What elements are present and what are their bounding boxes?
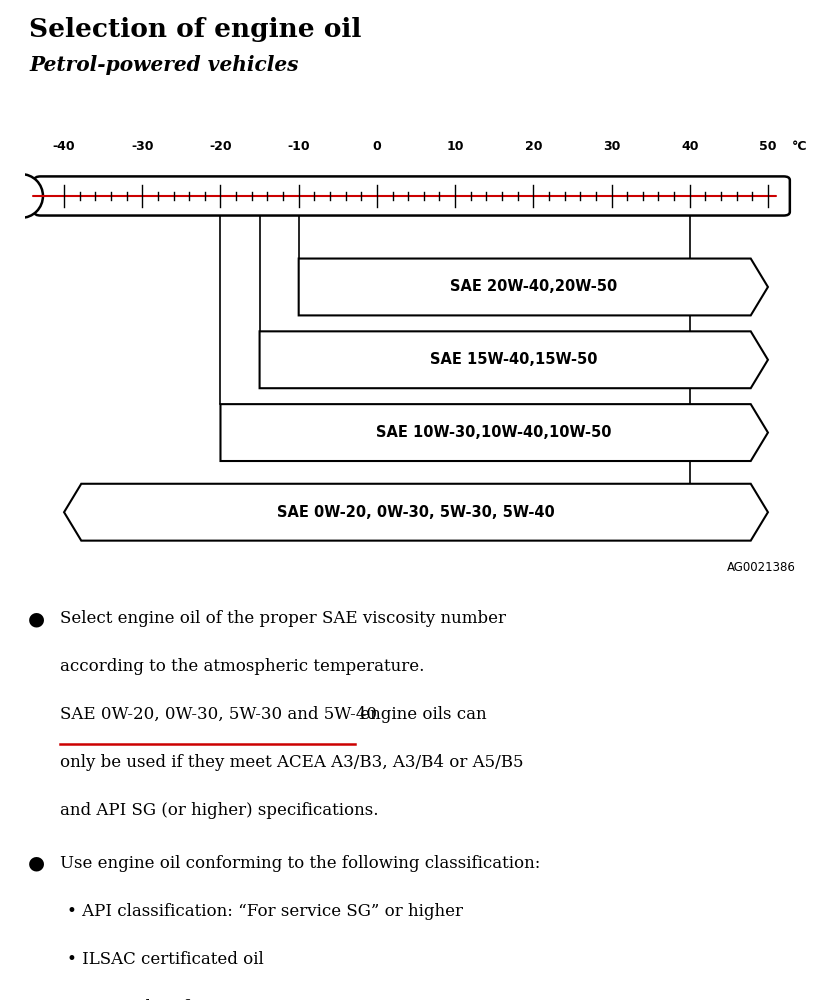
Text: only be used if they meet ACEA A3/B3, A3/B4 or A5/B5: only be used if they meet ACEA A3/B3, A3… xyxy=(60,754,523,771)
Text: engine oils can: engine oils can xyxy=(355,706,487,723)
Text: SAE 20W-40,20W-50: SAE 20W-40,20W-50 xyxy=(449,279,617,294)
Polygon shape xyxy=(64,484,768,541)
Text: ●: ● xyxy=(27,610,44,628)
Text: -30: -30 xyxy=(131,140,154,153)
Text: 30: 30 xyxy=(603,140,620,153)
Text: Select engine oil of the proper SAE viscosity number: Select engine oil of the proper SAE visc… xyxy=(60,610,506,627)
Text: Petrol-powered vehicles: Petrol-powered vehicles xyxy=(29,55,299,75)
Text: SAE 15W-40,15W-50: SAE 15W-40,15W-50 xyxy=(430,352,597,367)
Text: 50: 50 xyxy=(759,140,777,153)
Polygon shape xyxy=(299,259,768,315)
Text: 20: 20 xyxy=(524,140,542,153)
FancyBboxPatch shape xyxy=(34,176,790,216)
Text: -20: -20 xyxy=(209,140,232,153)
Text: 40: 40 xyxy=(681,140,699,153)
Polygon shape xyxy=(260,331,768,388)
Text: • API classification: “For service SG” or higher: • API classification: “For service SG” o… xyxy=(67,903,463,920)
Text: °C: °C xyxy=(791,140,807,153)
Text: ●: ● xyxy=(27,855,44,873)
Text: • ILSAC certificated oil: • ILSAC certificated oil xyxy=(67,951,263,968)
Text: 0: 0 xyxy=(373,140,381,153)
Text: AG0021386: AG0021386 xyxy=(726,561,795,574)
Text: 10: 10 xyxy=(446,140,464,153)
Ellipse shape xyxy=(0,174,43,218)
Text: Selection of engine oil: Selection of engine oil xyxy=(29,17,361,42)
Text: SAE 0W-20, 0W-30, 5W-30 and 5W-40: SAE 0W-20, 0W-30, 5W-30 and 5W-40 xyxy=(60,706,377,723)
Text: according to the atmospheric temperature.: according to the atmospheric temperature… xyxy=(60,658,424,675)
Text: Use engine oil conforming to the following classification:: Use engine oil conforming to the followi… xyxy=(60,855,540,872)
Text: SAE 10W-30,10W-40,10W-50: SAE 10W-30,10W-40,10W-50 xyxy=(376,425,612,440)
Text: -10: -10 xyxy=(287,140,310,153)
Polygon shape xyxy=(220,404,768,461)
Text: and API SG (or higher) specifications.: and API SG (or higher) specifications. xyxy=(60,802,379,819)
Text: • ACEA classification:: • ACEA classification: xyxy=(67,999,251,1000)
Text: SAE 0W-20, 0W-30, 5W-30, 5W-40: SAE 0W-20, 0W-30, 5W-30, 5W-40 xyxy=(277,505,555,520)
Text: -40: -40 xyxy=(52,140,76,153)
